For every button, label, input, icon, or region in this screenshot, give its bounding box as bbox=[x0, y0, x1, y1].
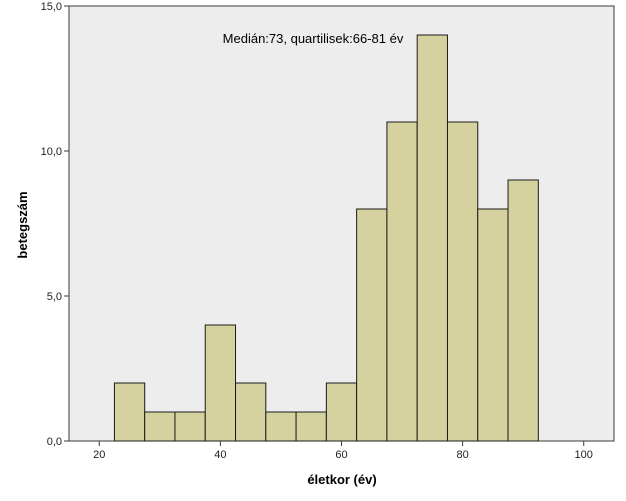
x-tick-label: 80 bbox=[456, 449, 468, 461]
x-tick-label: 100 bbox=[575, 449, 593, 461]
x-axis: 20 40 60 80 100 bbox=[93, 441, 593, 461]
histogram-bar bbox=[325, 382, 358, 442]
bars-group bbox=[113, 34, 539, 442]
histogram-bar bbox=[235, 382, 267, 442]
x-tick-label: 20 bbox=[93, 449, 105, 461]
histogram-bar bbox=[477, 208, 509, 442]
histogram-bar bbox=[265, 411, 297, 442]
histogram-bar bbox=[204, 324, 237, 442]
x-axis-title: életkor (év) bbox=[307, 472, 376, 487]
histogram-bar bbox=[174, 411, 206, 442]
histogram-bar bbox=[144, 411, 176, 442]
histogram-bar bbox=[507, 179, 539, 442]
y-axis: 0,0 5,0 10,0 15,0 bbox=[41, 1, 69, 448]
y-tick-label: 10,0 bbox=[41, 146, 62, 158]
histogram-bar bbox=[386, 121, 418, 442]
y-tick-label: 5,0 bbox=[47, 291, 62, 303]
histogram-bar bbox=[356, 208, 388, 442]
histogram-bar bbox=[416, 34, 448, 442]
x-tick-label: 60 bbox=[335, 449, 347, 461]
histogram-bar bbox=[446, 121, 479, 442]
histogram-bar bbox=[113, 382, 146, 442]
x-tick-label: 40 bbox=[214, 449, 226, 461]
histogram-bar bbox=[295, 411, 327, 442]
y-axis-title: betegszám bbox=[15, 191, 30, 258]
chart-annotation: Medián:73, quartilisek:66-81 év bbox=[223, 31, 404, 46]
y-tick-label: 0,0 bbox=[47, 436, 62, 448]
y-tick-label: 15,0 bbox=[41, 1, 62, 13]
